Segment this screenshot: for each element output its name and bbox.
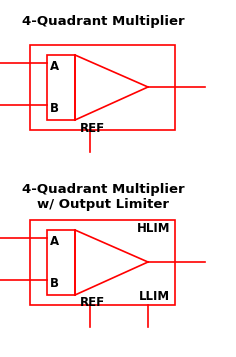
Text: 4-Quadrant Multiplier: 4-Quadrant Multiplier <box>22 15 184 28</box>
Text: REF: REF <box>80 296 105 309</box>
Bar <box>47 55 75 120</box>
Text: HLIM: HLIM <box>136 222 170 235</box>
Text: A: A <box>50 60 59 73</box>
Text: A: A <box>50 235 59 248</box>
Bar <box>30 45 175 130</box>
Text: LLIM: LLIM <box>139 290 170 303</box>
Text: B: B <box>50 102 59 115</box>
Text: 4-Quadrant Multiplier
w/ Output Limiter: 4-Quadrant Multiplier w/ Output Limiter <box>22 183 184 211</box>
Text: B: B <box>50 277 59 290</box>
Bar <box>30 220 175 305</box>
Bar <box>47 230 75 295</box>
Text: REF: REF <box>80 122 105 135</box>
